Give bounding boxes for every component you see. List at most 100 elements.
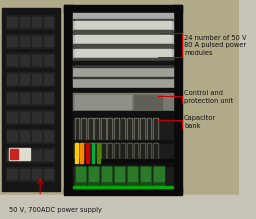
Bar <box>32 131 41 141</box>
Bar <box>73 30 173 31</box>
Text: 24 number of 50 V
80 A pulsed power
modules: 24 number of 50 V 80 A pulsed power modu… <box>184 35 247 56</box>
Bar <box>73 13 173 19</box>
Bar <box>44 17 53 27</box>
Bar <box>73 66 173 76</box>
Bar <box>2 8 60 191</box>
Bar <box>122 119 124 139</box>
Bar <box>7 150 17 160</box>
Bar <box>6 34 54 48</box>
Bar <box>134 118 138 140</box>
Bar <box>20 150 29 160</box>
Bar <box>6 129 54 143</box>
Bar <box>63 188 182 195</box>
Bar <box>102 119 105 139</box>
Bar <box>73 13 173 188</box>
Bar <box>32 74 41 84</box>
Bar <box>9 148 30 160</box>
Bar <box>73 163 173 166</box>
Bar <box>89 179 98 181</box>
Bar <box>101 166 112 186</box>
Bar <box>75 49 171 50</box>
Bar <box>102 173 111 175</box>
Bar <box>73 58 173 59</box>
Bar <box>115 167 124 169</box>
Bar <box>153 166 164 186</box>
Text: 50 V, 700ADC power supply: 50 V, 700ADC power supply <box>9 207 102 213</box>
Bar <box>73 140 173 143</box>
Bar <box>73 114 173 118</box>
Bar <box>92 143 94 163</box>
Bar <box>108 143 112 159</box>
Bar <box>128 176 137 178</box>
Bar <box>108 144 111 158</box>
Bar <box>95 119 98 139</box>
Bar <box>75 55 171 56</box>
Bar <box>44 131 53 141</box>
Bar <box>148 144 151 158</box>
Bar <box>89 167 98 169</box>
Bar <box>89 173 98 175</box>
Bar <box>20 55 29 65</box>
Bar <box>73 61 173 66</box>
Bar <box>128 179 137 181</box>
Bar <box>20 131 29 141</box>
Bar <box>154 119 157 139</box>
Bar <box>7 74 17 84</box>
Text: Capacitor
bank: Capacitor bank <box>184 115 216 129</box>
Bar <box>154 179 164 181</box>
Bar <box>101 118 105 140</box>
Bar <box>141 119 144 139</box>
Bar <box>128 167 137 169</box>
Bar <box>6 53 54 67</box>
Bar <box>7 55 17 65</box>
Bar <box>121 143 125 159</box>
Bar <box>10 149 18 159</box>
Bar <box>73 159 173 163</box>
Bar <box>127 143 132 159</box>
Bar <box>7 131 17 141</box>
Bar <box>127 118 132 140</box>
Bar <box>75 27 171 28</box>
Bar <box>7 36 17 46</box>
Bar <box>115 170 124 172</box>
Bar <box>81 118 86 140</box>
Bar <box>82 144 85 158</box>
Bar <box>75 39 171 40</box>
Bar <box>44 55 53 65</box>
Bar <box>81 143 86 159</box>
Bar <box>76 119 79 139</box>
Bar <box>32 17 41 27</box>
Bar <box>73 66 173 67</box>
Bar <box>86 143 89 163</box>
Bar <box>140 166 151 186</box>
Bar <box>32 55 41 65</box>
Bar <box>73 19 173 20</box>
Bar <box>108 118 112 140</box>
Bar <box>102 176 111 178</box>
Bar <box>95 144 98 158</box>
Bar <box>141 144 144 158</box>
Bar <box>153 118 158 140</box>
Bar <box>141 176 151 178</box>
Bar <box>63 5 73 193</box>
Bar <box>6 148 54 162</box>
Bar <box>32 93 41 103</box>
Bar <box>115 173 124 175</box>
Bar <box>75 35 171 36</box>
Bar <box>20 17 29 27</box>
Bar <box>7 93 17 103</box>
Bar <box>147 143 151 159</box>
Bar <box>76 179 85 181</box>
Bar <box>154 173 164 175</box>
Bar <box>44 74 53 84</box>
Bar <box>75 25 171 26</box>
Bar <box>20 36 29 46</box>
Bar <box>76 176 85 178</box>
Bar <box>73 33 173 34</box>
Bar <box>148 119 151 139</box>
Bar <box>6 15 54 29</box>
Bar <box>102 170 111 172</box>
Bar <box>82 119 85 139</box>
Bar <box>20 93 29 103</box>
Bar <box>134 143 138 159</box>
